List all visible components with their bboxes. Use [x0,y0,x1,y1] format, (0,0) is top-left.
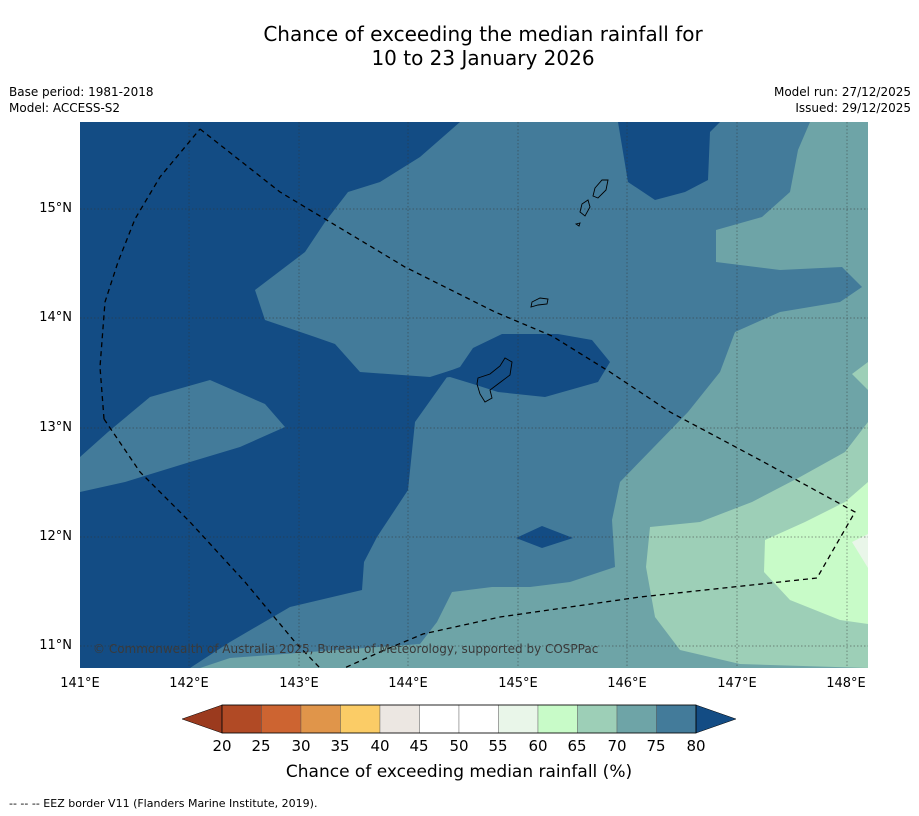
colorbar-cell [300,704,341,734]
colorbar-cell [340,704,381,734]
eez-border [99,128,856,668]
colorbar-outline [221,704,697,734]
band-80plus-small [516,526,573,548]
model-name: Model: ACCESS-S2 [9,101,121,115]
colorbar-cell [656,704,697,734]
colorbar-tick-40: 40 [370,737,390,755]
lat-label-11: 11°N [39,638,72,653]
islands [476,179,609,403]
base-period: Base period: 1981-2018 [9,85,154,99]
lon-label-147: 147°E [717,676,757,691]
lon-label-144: 144°E [388,676,428,691]
colorbar-tick-25: 25 [251,737,271,755]
island-guam [476,357,513,403]
graticule [80,122,868,668]
colorbar-tick-70: 70 [607,737,627,755]
island-saipan [592,179,609,199]
colorbar-tick-75: 75 [646,737,666,755]
lat-label-13: 13°N [39,420,72,435]
colorbar-tick-50: 50 [449,737,469,755]
lon-label-148: 148°E [826,676,866,691]
colorbar-cell [379,704,420,734]
colorbar [182,704,737,734]
meta-left: Base period: 1981-2018 Model: ACCESS-S2 [9,84,154,116]
colorbar-cell [616,704,657,734]
eez-footnote: -- -- -- EEZ border V11 (Flanders Marine… [9,797,318,810]
island-rota [530,297,549,308]
colorbar-tick-55: 55 [488,737,508,755]
island-tinian [579,199,591,217]
lon-label-145: 145°E [498,676,538,691]
lon-label-146: 146°E [607,676,647,691]
lon-label-142: 142°E [169,676,209,691]
lat-label-12: 12°N [39,529,72,544]
colorbar-cell [537,704,578,734]
colorbar-tick-30: 30 [291,737,311,755]
band-55-60 [852,534,868,568]
colorbar-tick-60: 60 [528,737,548,755]
lat-label-14: 14°N [39,310,72,325]
band-60-65 [764,482,868,624]
band-80plus-northeast [618,122,720,200]
colorbar-label: Chance of exceeding median rainfall (%) [285,762,633,782]
map-panel [80,122,868,668]
colorbar-cell [221,704,262,734]
colorbar-cell [577,704,618,734]
map-svg [80,122,868,668]
colorbar-over-triangle [695,704,737,734]
map-title: Chance of exceeding the median rainfall … [0,22,919,70]
colorbar-cell [419,704,460,734]
colorbar-tick-35: 35 [330,737,350,755]
lat-label-15: 15°N [39,201,72,216]
colorbar-cells [221,704,697,734]
colorbar-tick-80: 80 [686,737,706,755]
title-line-2: 10 to 23 January 2026 [371,46,595,70]
model-run: Model run: 27/12/2025 [773,85,911,99]
title-line-1: Chance of exceeding the median rainfall … [263,22,703,46]
copyright-notice: © Commonwealth of Australia 2025, Bureau… [93,642,599,656]
band-65-70-edge [852,362,868,390]
island-aguijan [574,222,581,227]
meta-right: Model run: 27/12/2025 Issued: 29/12/2025 [774,84,911,116]
colorbar-under-triangle [182,704,223,734]
colorbar-tick-45: 45 [409,737,429,755]
issued-date: Issued: 29/12/2025 [795,101,911,115]
lon-label-143: 143°E [279,676,319,691]
colorbar-tick-65: 65 [567,737,587,755]
colorbar-cell [498,704,539,734]
lon-label-141: 141°E [60,676,100,691]
colorbar-cell [261,704,302,734]
band-80plus-west [80,122,460,668]
band-80plus-central [425,334,610,397]
colorbar-tick-20: 20 [212,737,232,755]
colorbar-cell [458,704,499,734]
